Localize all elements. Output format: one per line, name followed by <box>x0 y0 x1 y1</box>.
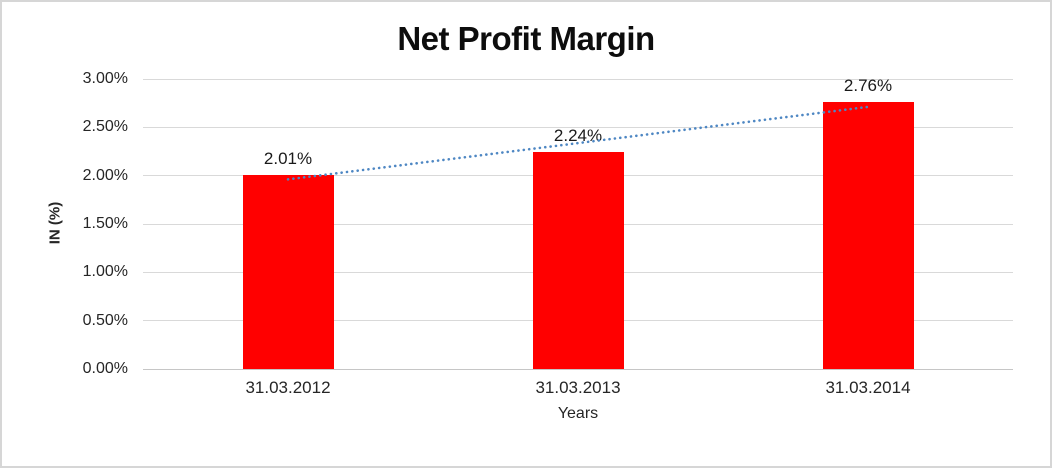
data-label: 2.01% <box>263 148 313 168</box>
y-tick-label: 1.50% <box>82 215 128 232</box>
bar <box>242 174 334 369</box>
y-tick-label: 2.50% <box>82 118 128 136</box>
data-label: 2.76% <box>843 76 893 96</box>
data-label: 2.24% <box>553 126 603 146</box>
bar <box>532 152 624 369</box>
x-tick-label: 31.03.2013 <box>535 378 621 397</box>
chart-title: Net Profit Margin <box>397 20 655 57</box>
x-axis-line <box>143 368 1013 370</box>
x-tick-label: 31.03.2014 <box>825 378 911 397</box>
bar <box>822 102 914 369</box>
y-tick-label: 0.50% <box>82 311 128 329</box>
y-tick-label: 0.00% <box>82 360 128 377</box>
y-tick-label: 3.00% <box>82 70 128 87</box>
y-tick-label: 2.00% <box>82 166 128 184</box>
gridline <box>143 78 1013 80</box>
x-tick-label: 31.03.2012 <box>245 378 331 397</box>
x-axis-title: Years <box>557 405 599 422</box>
y-tick-label: 1.00% <box>82 263 128 281</box>
gridline <box>143 126 1013 128</box>
